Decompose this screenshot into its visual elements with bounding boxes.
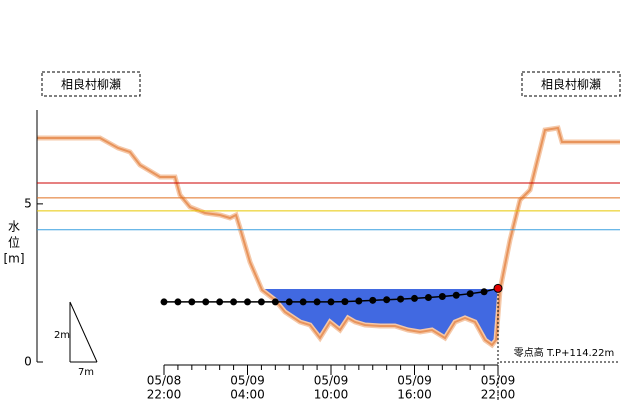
level-point [480,288,488,296]
x-tick-label: 04:00 [230,388,265,402]
station-box [41,71,141,97]
level-point [369,296,377,304]
x-tick-label: 16:00 [397,388,432,402]
level-point [230,298,238,306]
level-point [202,298,210,306]
datum-label: 零点高 T.P+114.22m [514,346,614,359]
x-tick-label: 05/09 [481,374,516,388]
station-right: 相良村柳瀬 [541,77,601,92]
level-point [438,293,446,301]
level-point [452,291,460,299]
level-point [424,293,432,301]
x-tick-label: 05/09 [314,374,349,388]
level-point [355,297,363,305]
x-tick-label: 05/09 [230,374,265,388]
level-point [285,298,293,306]
level-point [383,296,391,304]
x-tick-label: 22:00 [481,388,516,402]
x-tick-label: 22:00 [147,388,182,402]
station-box [521,71,621,97]
scale-hypotenuse [69,301,98,363]
water-area [262,289,498,345]
level-point [174,298,182,306]
level-point [397,295,405,303]
level-point [257,298,265,306]
level-point [271,298,279,306]
level-point [216,298,224,306]
x-tick-label: 05/09 [397,374,432,388]
scale-horizontal-label: 7m [78,367,94,378]
level-point [341,298,349,306]
level-point [188,298,196,306]
x-tick-label: 05/08 [147,374,182,388]
level-point [327,298,335,306]
level-point [493,283,503,293]
y-axis-label: 水 [8,220,20,234]
y-axis-label: [m] [3,252,24,266]
level-point [160,298,168,306]
y-axis-label: 位 [8,235,20,250]
x-tick-label: 10:00 [314,388,349,402]
y-tick-label: 0 [24,355,32,369]
scale-vertical-label: 2m [54,330,70,341]
y-tick-label: 5 [24,196,32,210]
level-point [299,298,307,306]
level-point [466,290,474,298]
level-point [411,294,418,302]
level-point [244,298,251,306]
station-left: 相良村柳瀬 [61,77,121,92]
level-point [313,298,321,306]
